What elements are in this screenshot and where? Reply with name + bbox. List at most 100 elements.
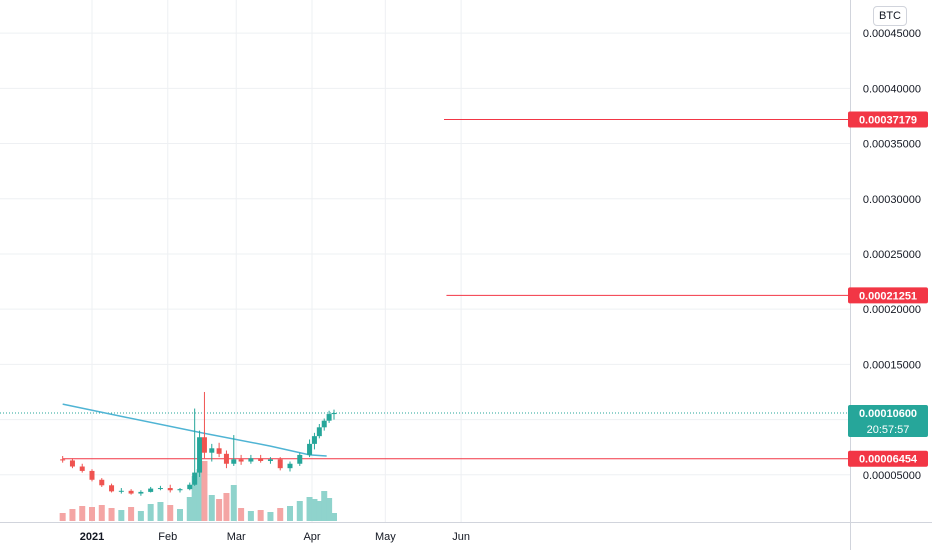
volume-bar [306,497,313,521]
volume-bar [196,469,203,521]
candle-body [216,448,222,454]
candle [118,488,124,494]
moving-average [62,403,327,457]
volume-bar [108,508,115,521]
candle [69,458,75,469]
candle-body [69,460,75,467]
volume-bar [208,495,215,521]
candle-body [79,466,85,471]
candle-body [177,489,183,491]
candle [307,439,313,458]
candle-body [201,437,207,453]
candle [60,456,66,463]
x-tick-label: May [375,531,396,543]
candle [89,469,95,482]
volume-bar [230,485,237,521]
volume-bar [79,506,86,521]
volume-bar [326,498,333,521]
level-price-label: 0.00006454 [859,454,918,466]
candle [201,391,207,459]
volume-bar [331,513,337,521]
level-price-label: 0.00037179 [859,114,917,126]
candle-body [148,488,154,492]
x-tick-label: Apr [303,531,320,543]
y-tick-label: 0.00015000 [863,359,921,371]
y-tick-label: 0.00020000 [863,304,921,316]
countdown-label: 20:57:57 [867,424,910,436]
candle-body [231,459,237,464]
currency-button[interactable]: BTC [873,6,907,26]
candle [99,478,105,487]
x-tick-label: Feb [158,531,177,543]
volume-bar [137,511,144,521]
level-price-label-bg [848,287,928,304]
candle-body [109,485,115,492]
candle [128,489,134,495]
volume-bar [296,501,303,521]
volume-bar [238,508,245,521]
horizontal-levels [0,118,850,460]
volume-bar [287,506,293,521]
candle [79,463,85,473]
volume-bar [267,512,274,521]
candle-body [248,458,254,462]
candle [231,435,237,466]
level-price-label-bg [848,111,928,128]
candle-body [89,470,95,480]
y-tick-label: 0.00025000 [863,249,921,261]
candle [326,410,332,423]
candle-body [197,437,203,473]
volume-bar [59,513,66,521]
volume-bars [59,461,337,521]
candle-body [258,458,264,461]
volume-bar [216,499,223,521]
price-labels: 0.00037179 0.00021251 0.00006454 0.00010600… [848,111,928,467]
volume-bar [167,505,174,521]
candle-body [60,459,66,461]
y-tick-label: 0.00040000 [863,83,921,95]
candle [167,484,173,493]
candle [138,490,144,496]
volume-bar [69,509,76,521]
candle [267,457,273,464]
grid [0,0,850,522]
y-tick-label: 0.00045000 [863,28,921,40]
x-tick-label: Jun [452,531,470,543]
candle-body [187,484,193,490]
candle-body [99,479,105,486]
candle [157,485,163,491]
candle-body [167,488,173,491]
candle-body [223,453,229,464]
candle [177,488,183,493]
candle [258,454,264,463]
volume-bar [223,493,230,521]
candle-body [267,459,273,461]
volume-bar [316,501,323,521]
candle-body [128,490,134,494]
volume-bar [257,510,264,521]
volume-bar [128,507,135,521]
candle-body [209,448,215,453]
candle [223,450,229,469]
level-price-label: 0.00021251 [859,290,917,302]
candle-body [287,463,293,469]
volume-bar [89,507,95,521]
candle-body [138,491,144,494]
candle [316,424,322,439]
candle-body [157,488,163,490]
x-tick-label: Mar [227,531,246,543]
candle [287,461,293,472]
candle-body [316,427,322,437]
candle-body [311,436,317,444]
candles [60,391,337,496]
volume-bar [177,509,183,521]
candle-body [326,414,332,421]
candle-body [118,490,124,492]
candle [216,442,222,458]
y-tick-label: 0.00035000 [863,139,921,151]
y-tick-label: 0.00030000 [863,194,921,206]
candle-body [192,472,198,485]
volume-bar [191,476,198,521]
